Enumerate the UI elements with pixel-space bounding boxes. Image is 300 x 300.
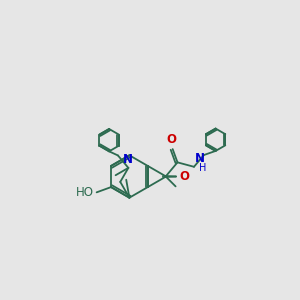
Text: O: O xyxy=(166,134,176,146)
Text: HO: HO xyxy=(76,186,94,199)
Text: N: N xyxy=(195,152,205,165)
Text: O: O xyxy=(179,170,190,183)
Text: N: N xyxy=(123,152,134,166)
Text: H: H xyxy=(199,163,207,173)
